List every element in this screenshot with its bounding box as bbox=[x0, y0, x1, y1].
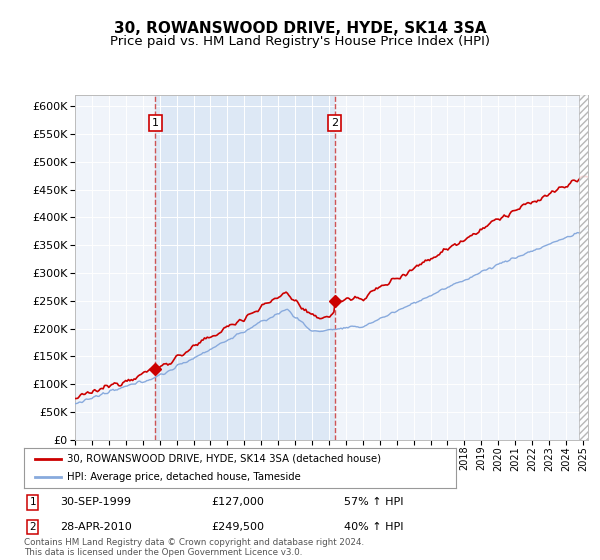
Text: 30-SEP-1999: 30-SEP-1999 bbox=[60, 497, 131, 507]
Text: 1: 1 bbox=[29, 497, 36, 507]
Text: 30, ROWANSWOOD DRIVE, HYDE, SK14 3SA: 30, ROWANSWOOD DRIVE, HYDE, SK14 3SA bbox=[113, 21, 487, 36]
Text: Contains HM Land Registry data © Crown copyright and database right 2024.
This d: Contains HM Land Registry data © Crown c… bbox=[24, 538, 364, 557]
Bar bbox=[155, 95, 335, 440]
Text: 28-APR-2010: 28-APR-2010 bbox=[60, 522, 131, 532]
Text: 2: 2 bbox=[29, 522, 36, 532]
Text: HPI: Average price, detached house, Tameside: HPI: Average price, detached house, Tame… bbox=[67, 473, 301, 482]
Text: 40% ↑ HPI: 40% ↑ HPI bbox=[344, 522, 404, 532]
Text: 1: 1 bbox=[152, 118, 159, 128]
Text: 57% ↑ HPI: 57% ↑ HPI bbox=[344, 497, 404, 507]
Text: £127,000: £127,000 bbox=[212, 497, 265, 507]
Text: Price paid vs. HM Land Registry's House Price Index (HPI): Price paid vs. HM Land Registry's House … bbox=[110, 35, 490, 48]
Text: 30, ROWANSWOOD DRIVE, HYDE, SK14 3SA (detached house): 30, ROWANSWOOD DRIVE, HYDE, SK14 3SA (de… bbox=[67, 454, 382, 464]
Text: 2: 2 bbox=[331, 118, 338, 128]
Bar bbox=[578, 78, 596, 440]
Text: £249,500: £249,500 bbox=[212, 522, 265, 532]
